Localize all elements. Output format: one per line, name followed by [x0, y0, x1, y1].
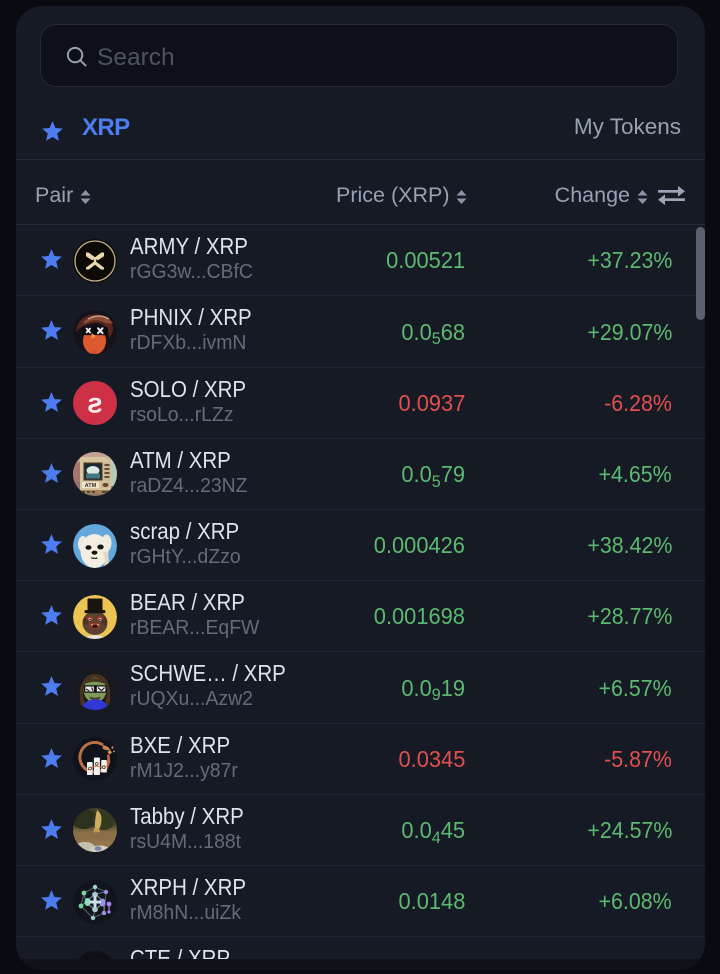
svg-text:ATM: ATM	[85, 483, 97, 489]
svg-text:s: s	[87, 388, 103, 419]
